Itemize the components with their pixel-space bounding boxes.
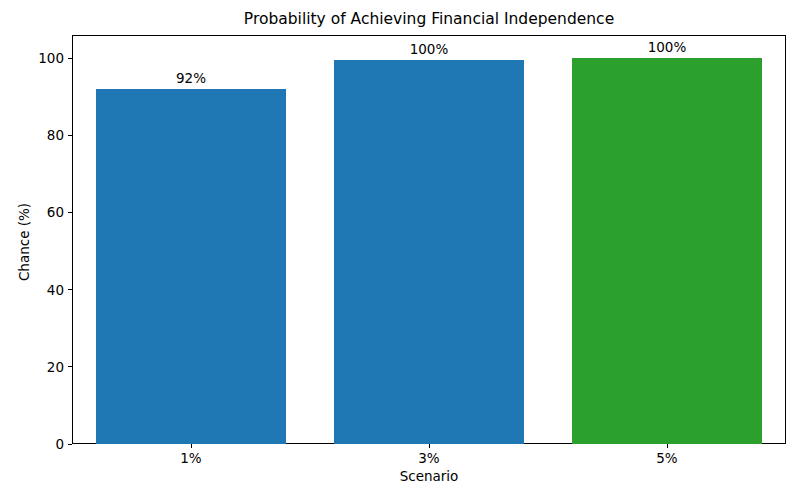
x-tick-label: 3% bbox=[310, 450, 548, 466]
x-tick-label: 1% bbox=[72, 450, 310, 466]
y-tick-label: 40 bbox=[18, 282, 64, 298]
x-tick-label: 5% bbox=[548, 450, 786, 466]
bar bbox=[572, 58, 762, 444]
bar bbox=[334, 60, 524, 444]
chart-title: Probability of Achieving Financial Indep… bbox=[72, 10, 786, 28]
x-axis-label: Scenario bbox=[72, 468, 786, 484]
x-tick-mark bbox=[191, 444, 192, 448]
bar-value-label: 92% bbox=[96, 70, 286, 86]
y-tick-label: 0 bbox=[18, 436, 64, 452]
x-tick-mark bbox=[429, 444, 430, 448]
y-tick-label: 20 bbox=[18, 359, 64, 375]
y-tick-mark bbox=[68, 212, 72, 213]
bar-chart-figure: Probability of Achieving Financial Indep… bbox=[0, 0, 800, 500]
y-tick-mark bbox=[68, 289, 72, 290]
bar bbox=[96, 89, 286, 444]
y-tick-label: 100 bbox=[18, 50, 64, 66]
y-tick-label: 60 bbox=[18, 204, 64, 220]
y-tick-mark bbox=[68, 366, 72, 367]
y-tick-mark bbox=[68, 444, 72, 445]
y-tick-label: 80 bbox=[18, 127, 64, 143]
x-tick-mark bbox=[667, 444, 668, 448]
bar-value-label: 100% bbox=[334, 41, 524, 57]
y-tick-mark bbox=[68, 58, 72, 59]
y-tick-mark bbox=[68, 135, 72, 136]
bar-value-label: 100% bbox=[572, 39, 762, 55]
